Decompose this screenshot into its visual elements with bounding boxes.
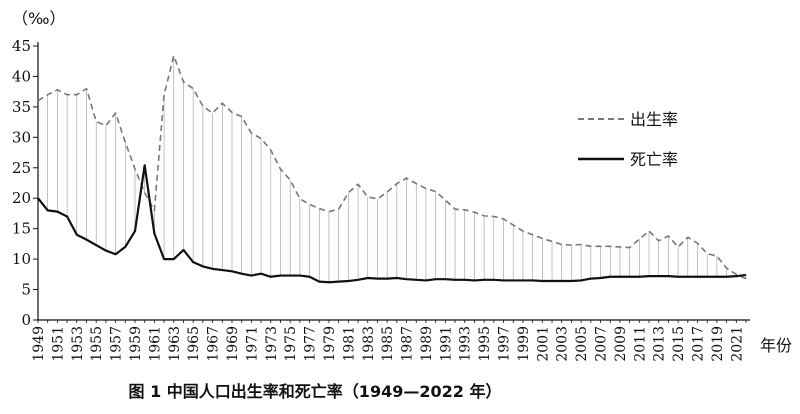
y-tick-label: 15 — [12, 220, 31, 238]
y-axis-label: （‰） — [12, 9, 65, 28]
y-tick-label: 40 — [12, 67, 31, 85]
x-tick-label: 2007 — [594, 326, 610, 362]
y-tick-label: 10 — [12, 250, 31, 268]
x-tick-label: 2013 — [652, 326, 668, 362]
x-tick-label: 1967 — [206, 326, 222, 362]
x-tick-label: 2001 — [535, 326, 551, 362]
y-tick-label: 45 — [12, 37, 31, 55]
x-tick-label: 1963 — [167, 326, 183, 362]
x-tick-label: 1989 — [419, 326, 435, 362]
y-tick-label: 25 — [12, 159, 31, 177]
x-tick-label: 2009 — [613, 326, 629, 362]
x-tick-label: 1991 — [438, 326, 454, 362]
x-tick-label: 1995 — [477, 326, 493, 362]
y-tick-label: 5 — [21, 281, 31, 299]
legend-death-rate-label: 死亡率 — [630, 150, 678, 169]
x-tick-label: 2011 — [632, 326, 648, 362]
x-tick-label: 1981 — [341, 326, 357, 362]
x-tick-label: 2021 — [729, 326, 745, 362]
x-tick-label: 2015 — [671, 326, 687, 362]
legend-birth-rate-label: 出生率 — [630, 110, 678, 129]
x-tick-label: 1955 — [89, 326, 105, 362]
x-tick-label: 2017 — [691, 326, 707, 362]
x-tick-label: 1953 — [70, 326, 86, 362]
axes — [33, 42, 750, 323]
x-tick-label: 1987 — [400, 326, 416, 362]
x-tick-label: 1983 — [361, 326, 377, 362]
x-tick-label: 1985 — [380, 326, 396, 362]
birth-rate-line — [37, 54, 747, 280]
x-tick-label: 1961 — [147, 326, 163, 362]
y-tick-label: 20 — [12, 189, 31, 207]
x-tick-label: 1957 — [109, 326, 125, 362]
y-tick-label: 0 — [21, 311, 31, 329]
x-tick-label: 1971 — [244, 326, 260, 362]
series-lines — [37, 54, 747, 284]
x-axis-label: 年份 — [760, 336, 792, 355]
x-tick-label: 2003 — [555, 326, 571, 362]
x-tick-label: 2019 — [710, 326, 726, 362]
x-tick-label: 1951 — [50, 326, 66, 362]
y-tick-label: 35 — [12, 98, 31, 116]
x-tick-label: 1959 — [128, 326, 144, 362]
x-tick-label: 1973 — [264, 326, 280, 362]
x-tick-label: 1949 — [31, 326, 47, 362]
x-tick-label: 1975 — [283, 326, 299, 362]
x-tick-label: 1993 — [458, 326, 474, 362]
y-tick-label: 30 — [12, 128, 31, 146]
x-tick-label: 1977 — [303, 326, 319, 362]
x-tick-label: 2005 — [574, 326, 590, 362]
gap-hatch-lines — [37, 55, 747, 283]
x-tick-label: 1965 — [186, 326, 202, 362]
death-rate-line — [37, 164, 747, 284]
x-tick-label: 1997 — [497, 326, 513, 362]
x-tick-label: 1979 — [322, 326, 338, 362]
x-tick-label: 1969 — [225, 326, 241, 362]
legend: 出生率 死亡率 — [578, 110, 678, 169]
x-tick-label: 1999 — [516, 326, 532, 362]
chart-title: 图 1 中国人口出生率和死亡率（1949—2022 年） — [128, 382, 502, 401]
